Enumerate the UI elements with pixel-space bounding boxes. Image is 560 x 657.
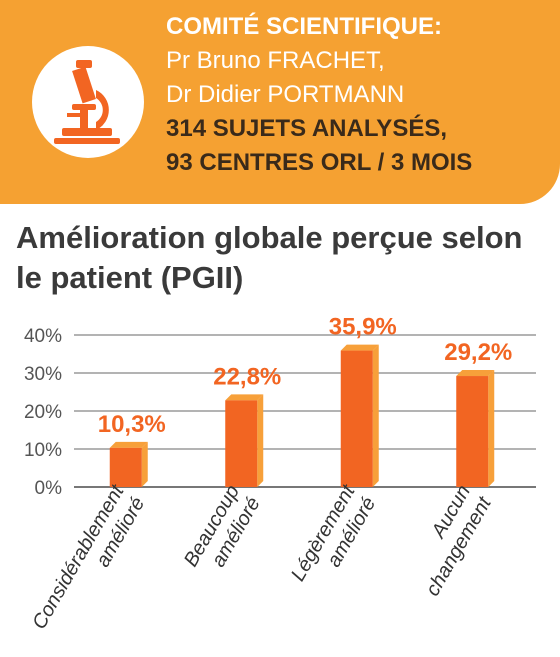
bar-side: [141, 441, 148, 487]
bar-value-label: 29,2%: [444, 339, 512, 366]
header-text: COMITÉ SCIENTIFIQUE: Pr Bruno FRACHET, D…: [166, 10, 472, 180]
bar: [456, 376, 489, 487]
bar-top: [225, 394, 264, 401]
y-tick-label: 40%: [24, 326, 62, 347]
person-1: Pr Bruno FRACHET,: [166, 47, 385, 74]
bar-value-label: 35,9%: [329, 314, 397, 341]
bar-side: [372, 344, 379, 487]
bar-side: [257, 394, 264, 487]
person-2: Dr Didier PORTMANN: [166, 81, 405, 108]
bar-top: [109, 441, 148, 448]
bar-top: [340, 344, 379, 351]
bar-value-label: 22,8%: [213, 363, 281, 390]
bar-chart: 0% 10% 20% 30% 40% 10,3% Considérablementaméli…: [24, 314, 536, 633]
committee-label: COMITÉ SCIENTIFIQUE:: [166, 13, 442, 40]
bar: [109, 447, 142, 487]
bar: [340, 350, 373, 487]
stat-centers: 93 CENTRES ORL / 3 MOIS: [166, 149, 473, 176]
y-tick-label: 0%: [35, 478, 63, 499]
chart-title: Amélioration globale perçue selon le pat…: [16, 220, 523, 295]
bar-top: [456, 370, 495, 377]
bar-value-label: 10,3%: [98, 411, 166, 438]
header-banner: COMITÉ SCIENTIFIQUE: Pr Bruno FRACHET, D…: [0, 0, 560, 204]
y-tick-label: 20%: [24, 402, 62, 423]
bar-side: [488, 370, 495, 487]
y-tick-label: 30%: [24, 364, 62, 385]
bar: [225, 400, 258, 487]
y-tick-label: 10%: [24, 440, 62, 461]
stat-subjects: 314 SUJETS ANALYSÉS,: [166, 115, 448, 142]
microscope-icon: [32, 46, 144, 158]
